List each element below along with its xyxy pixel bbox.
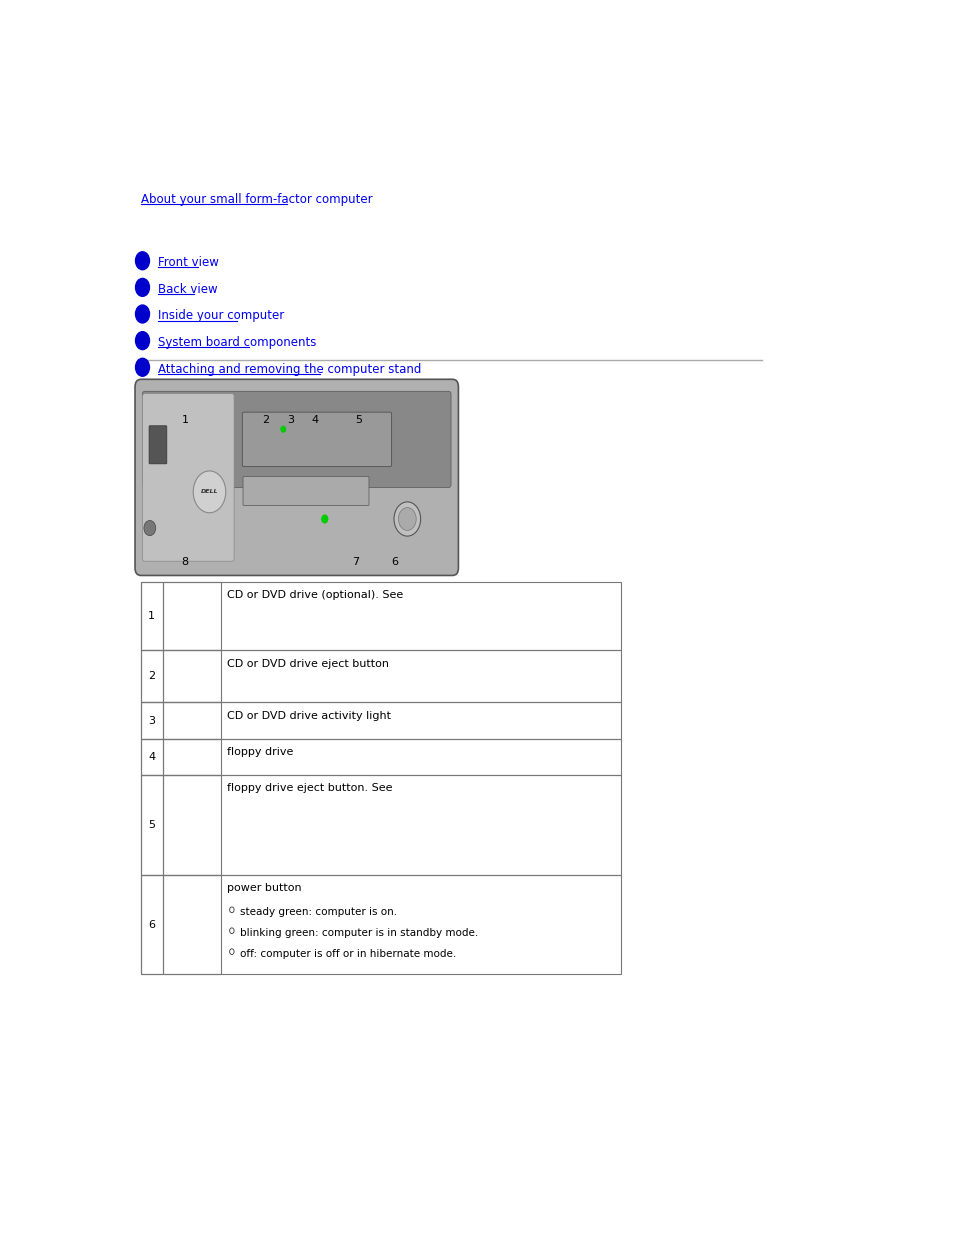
Circle shape [144, 520, 155, 536]
Text: 2: 2 [148, 672, 155, 682]
Circle shape [394, 501, 420, 536]
Text: power button: power button [227, 883, 301, 893]
Circle shape [281, 426, 285, 432]
Bar [141, 739, 620, 774]
Text: CD or DVD drive activity light: CD or DVD drive activity light [227, 711, 391, 721]
Circle shape [398, 508, 416, 530]
Bar [162, 582, 220, 650]
Text: Back view: Back view [158, 283, 217, 295]
Text: 3: 3 [148, 715, 155, 725]
Text: 8: 8 [181, 557, 189, 567]
Text: 3: 3 [287, 415, 294, 425]
Circle shape [135, 278, 150, 296]
Bar [141, 703, 620, 739]
Circle shape [135, 305, 150, 324]
Bar [141, 774, 620, 874]
Circle shape [321, 515, 328, 522]
Text: 5: 5 [148, 820, 155, 830]
FancyBboxPatch shape [142, 391, 451, 488]
Bar [162, 703, 220, 739]
FancyBboxPatch shape [242, 412, 392, 467]
Text: Attaching and removing the computer stand: Attaching and removing the computer stan… [158, 363, 421, 375]
Text: 4: 4 [148, 752, 155, 762]
Bar [162, 739, 220, 774]
Text: 6: 6 [391, 557, 397, 567]
Text: CD or DVD drive (optional). See: CD or DVD drive (optional). See [227, 590, 406, 600]
Text: About your small form-factor computer: About your small form-factor computer [141, 193, 373, 206]
Text: Front view: Front view [158, 256, 218, 269]
Bar [162, 874, 220, 974]
Text: Inside your computer: Inside your computer [158, 309, 284, 322]
Text: CD or DVD drive eject button: CD or DVD drive eject button [227, 658, 388, 668]
FancyBboxPatch shape [142, 394, 233, 561]
Text: 5: 5 [355, 415, 362, 425]
Bar [162, 650, 220, 703]
Circle shape [193, 471, 226, 513]
Text: 6: 6 [148, 920, 155, 930]
Text: off: computer is off or in hibernate mode.: off: computer is off or in hibernate mod… [240, 948, 456, 958]
Text: steady green: computer is on.: steady green: computer is on. [240, 906, 396, 916]
Circle shape [135, 332, 150, 350]
Text: floppy drive: floppy drive [227, 747, 293, 757]
Bar [141, 650, 162, 703]
Text: 1: 1 [148, 611, 155, 621]
Text: floppy drive eject button. See: floppy drive eject button. See [227, 783, 395, 793]
Bar [141, 739, 162, 774]
Circle shape [135, 358, 150, 377]
Bar [141, 874, 620, 974]
Circle shape [135, 252, 150, 269]
FancyBboxPatch shape [135, 379, 458, 576]
Text: 2: 2 [262, 415, 269, 425]
Text: 4: 4 [312, 415, 318, 425]
Bar [141, 582, 620, 650]
Bar [141, 774, 162, 874]
FancyBboxPatch shape [149, 426, 167, 464]
Bar [141, 874, 162, 974]
Bar [162, 774, 220, 874]
Text: 7: 7 [352, 557, 359, 567]
Bar [141, 582, 162, 650]
Text: System board components: System board components [158, 336, 316, 348]
Text: blinking green: computer is in standby mode.: blinking green: computer is in standby m… [240, 927, 477, 937]
Text: DELL: DELL [200, 489, 218, 494]
Bar [141, 703, 162, 739]
Bar [141, 650, 620, 703]
Text: 1: 1 [181, 415, 189, 425]
FancyBboxPatch shape [243, 477, 369, 505]
